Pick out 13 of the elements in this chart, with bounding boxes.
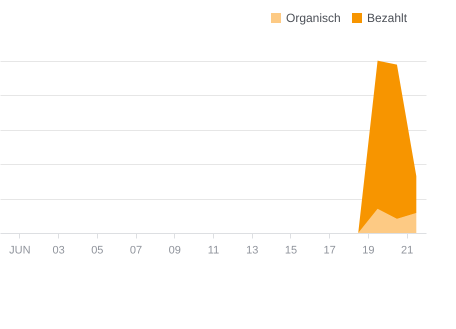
x-tick-label: 03 xyxy=(52,244,65,256)
x-tick-label: 11 xyxy=(208,244,220,256)
x-tick-label: 13 xyxy=(246,244,258,256)
legend-label: Bezahlt xyxy=(367,11,408,25)
x-tick-label: 19 xyxy=(362,244,375,256)
x-tick-label: JUN xyxy=(9,244,31,256)
legend-label: Organisch xyxy=(286,11,341,25)
x-tick-label: 05 xyxy=(91,244,104,256)
x-tick-label: 15 xyxy=(284,244,298,256)
x-tick-label: 07 xyxy=(130,244,142,256)
x-tick-label: 09 xyxy=(168,244,181,256)
x-tick-label: 17 xyxy=(324,244,336,256)
x-tick-label: 21 xyxy=(401,244,414,256)
